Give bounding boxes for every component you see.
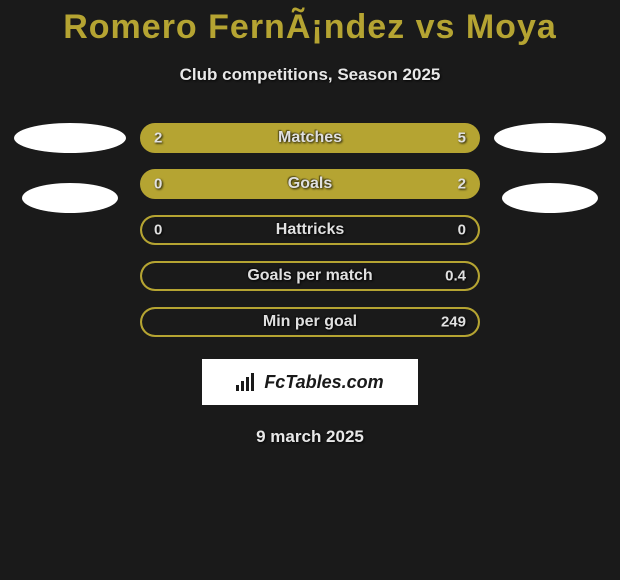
stat-bar-min-per-goal: Min per goal 249 (140, 307, 480, 337)
stat-bar-matches: 2 Matches 5 (140, 123, 480, 153)
stat-label: Min per goal (263, 313, 357, 331)
stat-value-left: 0 (154, 222, 162, 239)
bars-column: 2 Matches 5 0 Goals 2 0 Hattricks 0 Goal… (140, 123, 480, 337)
subtitle: Club competitions, Season 2025 (0, 65, 620, 85)
stat-bar-goals-per-match: Goals per match 0.4 (140, 261, 480, 291)
stat-value-right: 5 (458, 130, 466, 147)
avatar-column-left (14, 123, 126, 213)
brand-logo-text: FcTables.com (264, 372, 383, 393)
brand-logo-box[interactable]: FcTables.com (202, 359, 418, 405)
stat-bar-goals: 0 Goals 2 (140, 169, 480, 199)
date-label: 9 march 2025 (0, 427, 620, 447)
player-avatar-right-1 (494, 123, 606, 153)
avatar-column-right (494, 123, 606, 213)
stat-value-right: 0.4 (445, 268, 466, 285)
stat-value-right: 2 (458, 176, 466, 193)
stat-value-left: 2 (154, 130, 162, 147)
stat-label: Matches (278, 129, 342, 147)
page-title: Romero FernÃ¡ndez vs Moya (0, 8, 620, 47)
comparison-container: Romero FernÃ¡ndez vs Moya Club competiti… (0, 0, 620, 447)
player-avatar-left-1 (14, 123, 126, 153)
stat-label: Goals (288, 175, 332, 193)
stat-label: Hattricks (276, 221, 344, 239)
bar-chart-icon (236, 373, 258, 391)
stat-value-left: 0 (154, 176, 162, 193)
stat-value-right: 0 (458, 222, 466, 239)
stat-label: Goals per match (247, 267, 372, 285)
stats-area: 2 Matches 5 0 Goals 2 0 Hattricks 0 Goal… (0, 123, 620, 337)
player-avatar-right-2 (502, 183, 598, 213)
stat-bar-hattricks: 0 Hattricks 0 (140, 215, 480, 245)
player-avatar-left-2 (22, 183, 118, 213)
stat-value-right: 249 (441, 314, 466, 331)
